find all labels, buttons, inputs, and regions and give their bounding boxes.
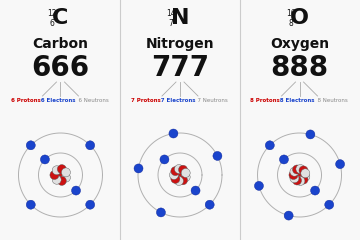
Text: 6 Neutrons: 6 Neutrons (75, 97, 109, 102)
Circle shape (169, 129, 178, 138)
Text: O: O (290, 8, 309, 28)
Circle shape (301, 172, 310, 181)
Text: 777: 777 (151, 54, 209, 82)
Circle shape (50, 170, 59, 180)
Circle shape (296, 176, 305, 186)
Text: 8 Neutrons: 8 Neutrons (314, 97, 348, 102)
Circle shape (57, 165, 66, 174)
Circle shape (176, 168, 185, 177)
Text: Oxygen: Oxygen (270, 37, 329, 51)
Text: 8 Protons: 8 Protons (250, 97, 280, 102)
Circle shape (62, 168, 71, 177)
Circle shape (290, 167, 299, 176)
Circle shape (171, 174, 180, 183)
Circle shape (296, 173, 305, 182)
Circle shape (175, 165, 184, 174)
Text: C: C (52, 8, 69, 28)
Text: 14: 14 (166, 8, 176, 18)
Circle shape (293, 169, 302, 178)
Text: Nitrogen: Nitrogen (146, 37, 214, 51)
Circle shape (54, 169, 63, 178)
Circle shape (293, 176, 302, 185)
Circle shape (26, 200, 35, 209)
Text: 888: 888 (270, 54, 329, 82)
Circle shape (157, 208, 166, 217)
Circle shape (160, 155, 169, 164)
Circle shape (181, 168, 190, 177)
Circle shape (301, 169, 310, 178)
Circle shape (62, 173, 71, 182)
Circle shape (293, 165, 302, 174)
Circle shape (336, 160, 345, 169)
Text: 7 Protons: 7 Protons (131, 97, 161, 102)
Circle shape (170, 170, 179, 180)
Circle shape (306, 130, 315, 139)
Circle shape (255, 181, 264, 190)
Text: 7 Neutrons: 7 Neutrons (194, 97, 228, 102)
Text: 8: 8 (288, 18, 293, 28)
Circle shape (325, 200, 334, 209)
Circle shape (52, 166, 61, 175)
Circle shape (57, 168, 66, 177)
Circle shape (57, 176, 66, 185)
Circle shape (299, 166, 308, 175)
Circle shape (205, 200, 214, 209)
Text: 16: 16 (286, 8, 295, 18)
Circle shape (173, 169, 182, 178)
Circle shape (265, 141, 274, 150)
Circle shape (86, 200, 95, 209)
Circle shape (134, 164, 143, 173)
Circle shape (176, 173, 185, 182)
Circle shape (171, 167, 180, 176)
Circle shape (52, 175, 61, 184)
Text: Carbon: Carbon (32, 37, 89, 51)
Text: 8 Electrons: 8 Electrons (276, 97, 315, 102)
Circle shape (290, 174, 299, 183)
Circle shape (54, 172, 63, 181)
Circle shape (173, 172, 182, 181)
Text: 12: 12 (47, 8, 56, 18)
Text: 6 Electrons: 6 Electrons (37, 97, 76, 102)
Circle shape (179, 165, 188, 174)
Circle shape (175, 176, 184, 186)
Text: 6 Protons: 6 Protons (11, 97, 41, 102)
Circle shape (299, 175, 308, 184)
Circle shape (279, 155, 288, 164)
Text: 7: 7 (168, 18, 174, 28)
Circle shape (59, 170, 68, 180)
Circle shape (296, 168, 305, 177)
Circle shape (296, 164, 305, 174)
Text: 7 Electrons: 7 Electrons (157, 97, 195, 102)
Circle shape (213, 151, 222, 160)
Circle shape (179, 170, 188, 180)
Circle shape (191, 186, 200, 195)
Circle shape (181, 173, 190, 182)
Circle shape (289, 170, 298, 180)
Circle shape (293, 172, 302, 181)
Circle shape (86, 141, 95, 150)
Circle shape (72, 186, 81, 195)
Circle shape (284, 211, 293, 220)
Text: 6: 6 (49, 18, 54, 28)
Circle shape (26, 141, 35, 150)
Text: N: N (171, 8, 189, 28)
Circle shape (311, 186, 320, 195)
Circle shape (179, 176, 188, 185)
Text: 666: 666 (31, 54, 90, 82)
Circle shape (40, 155, 49, 164)
Circle shape (57, 173, 66, 182)
Circle shape (298, 170, 307, 180)
